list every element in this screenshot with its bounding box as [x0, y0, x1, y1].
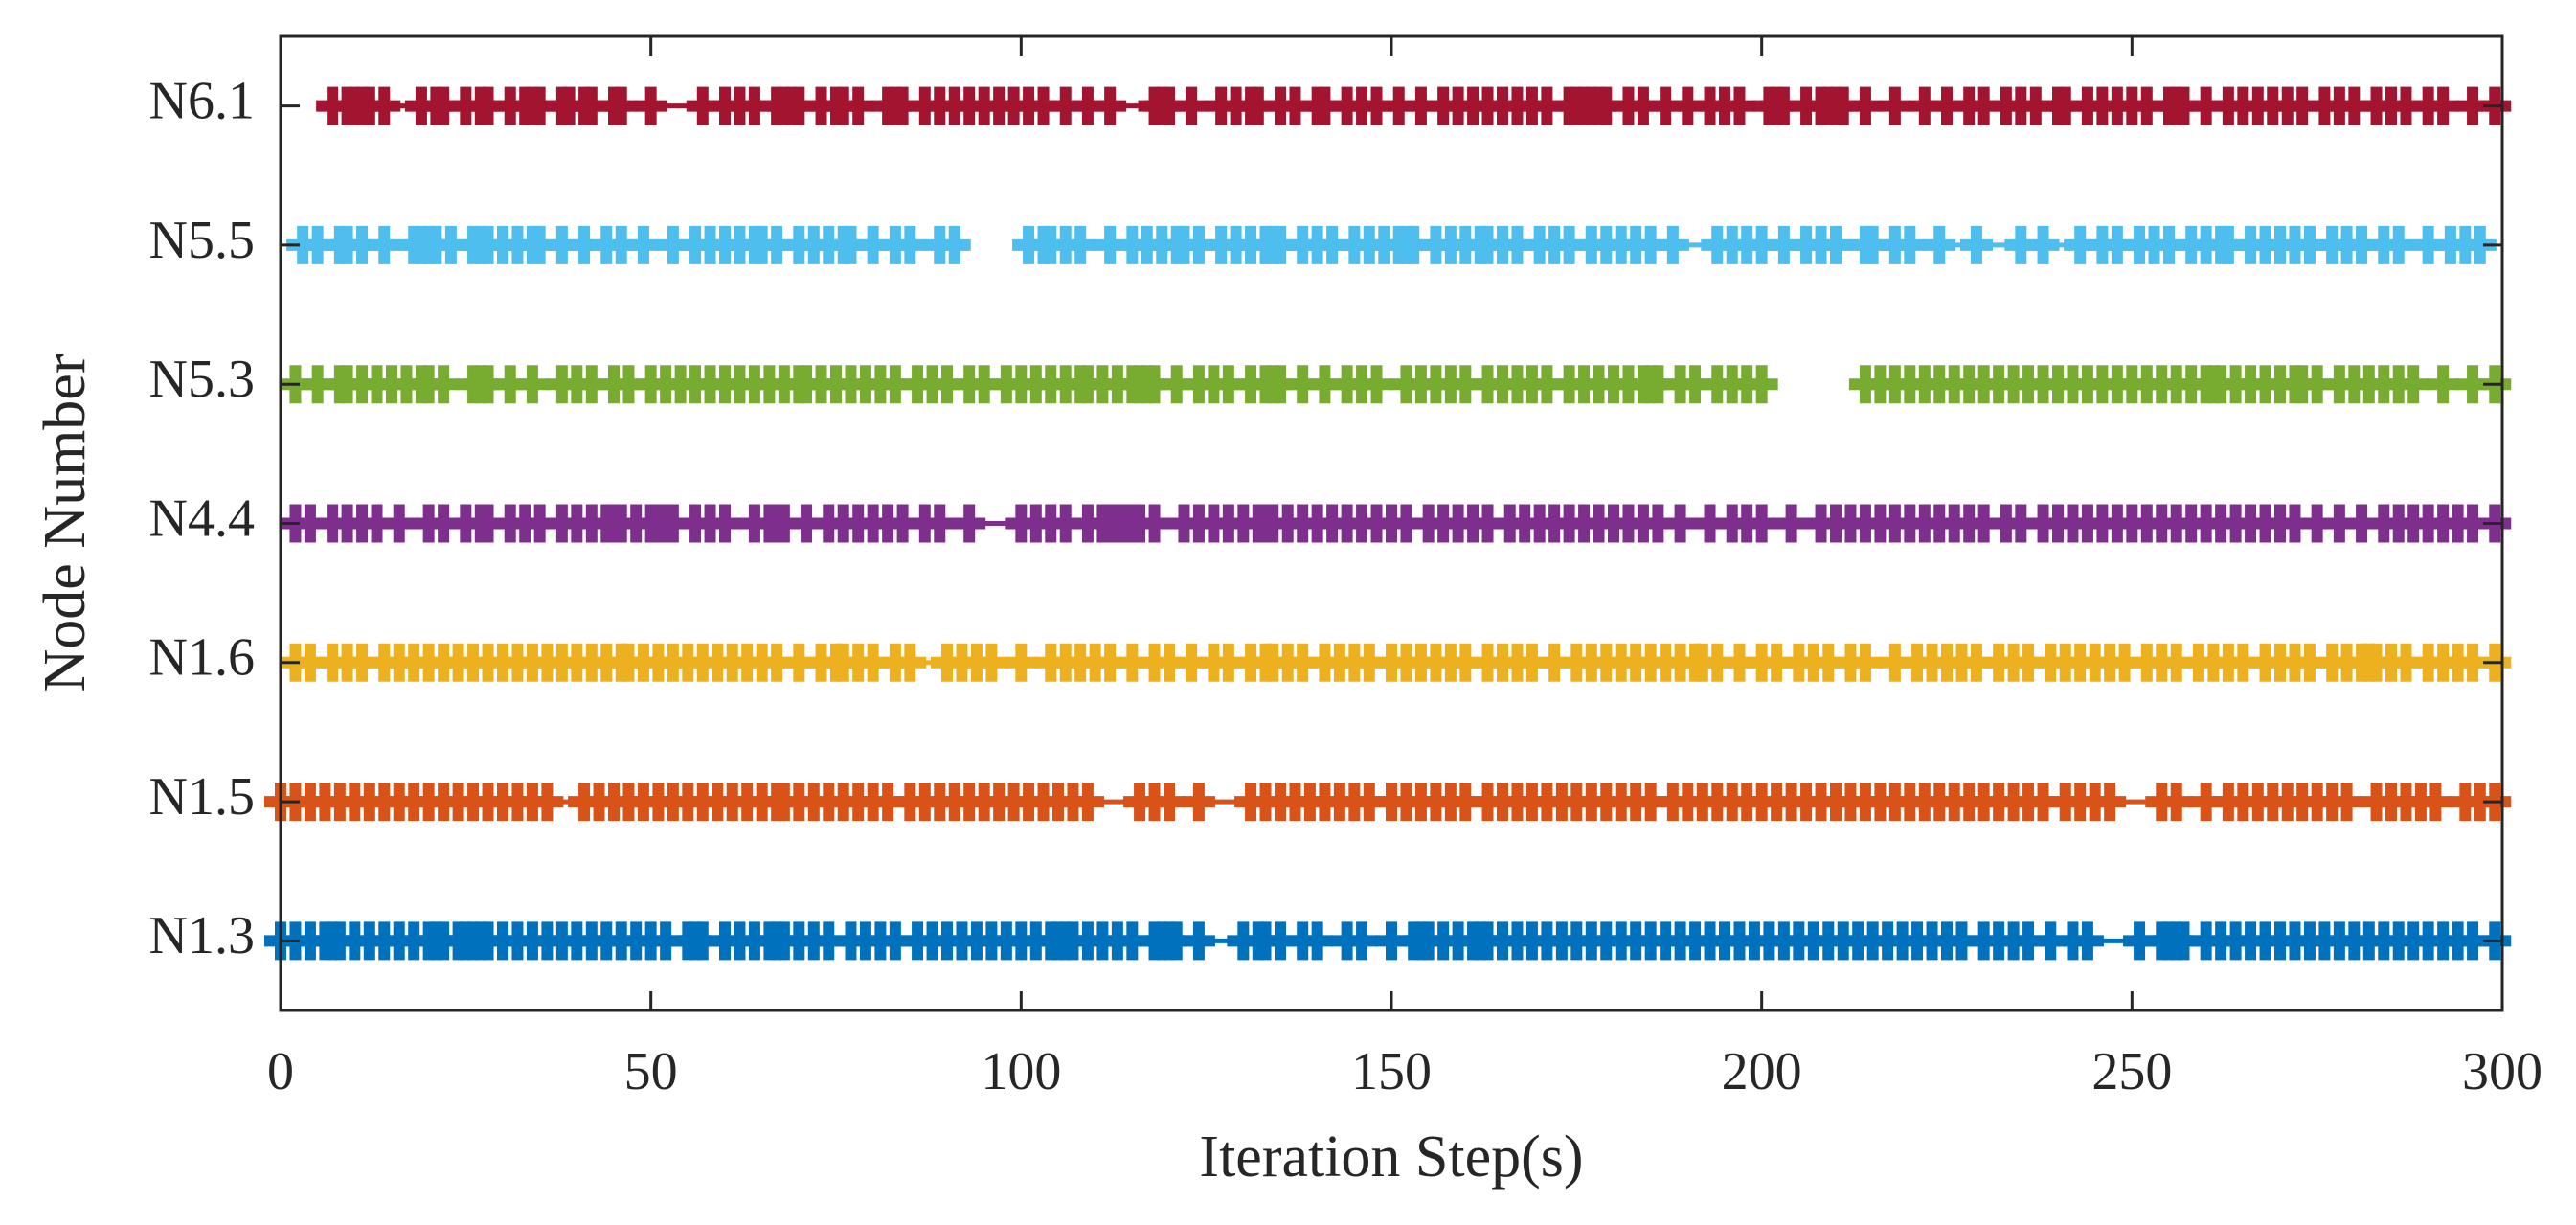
y-tick-label: N5.5 [149, 211, 255, 270]
y-tick-label: N5.3 [149, 350, 255, 409]
x-tick-label: 300 [2462, 1042, 2542, 1101]
x-tick-label: 250 [2091, 1042, 2172, 1101]
y-tick-label: N4.4 [149, 488, 255, 548]
event-marker [938, 225, 971, 264]
plot-area [263, 86, 2512, 961]
y-tick-label: N1.6 [149, 628, 255, 688]
y-tick-label: N1.5 [149, 767, 255, 827]
y-axis-label: Node Number [33, 353, 98, 692]
x-tick-label: 0 [267, 1042, 294, 1101]
x-tick-label: 50 [624, 1042, 678, 1101]
x-tick-label: 200 [1722, 1042, 1802, 1101]
y-tick-label: N1.3 [149, 906, 255, 965]
x-tick-label: 100 [981, 1042, 1061, 1101]
event-marker [1745, 365, 1778, 404]
y-tick-label: N6.1 [149, 71, 255, 130]
x-tick-label: 150 [1351, 1042, 1432, 1101]
x-axis-label: Iteration Step(s) [1199, 1124, 1583, 1190]
